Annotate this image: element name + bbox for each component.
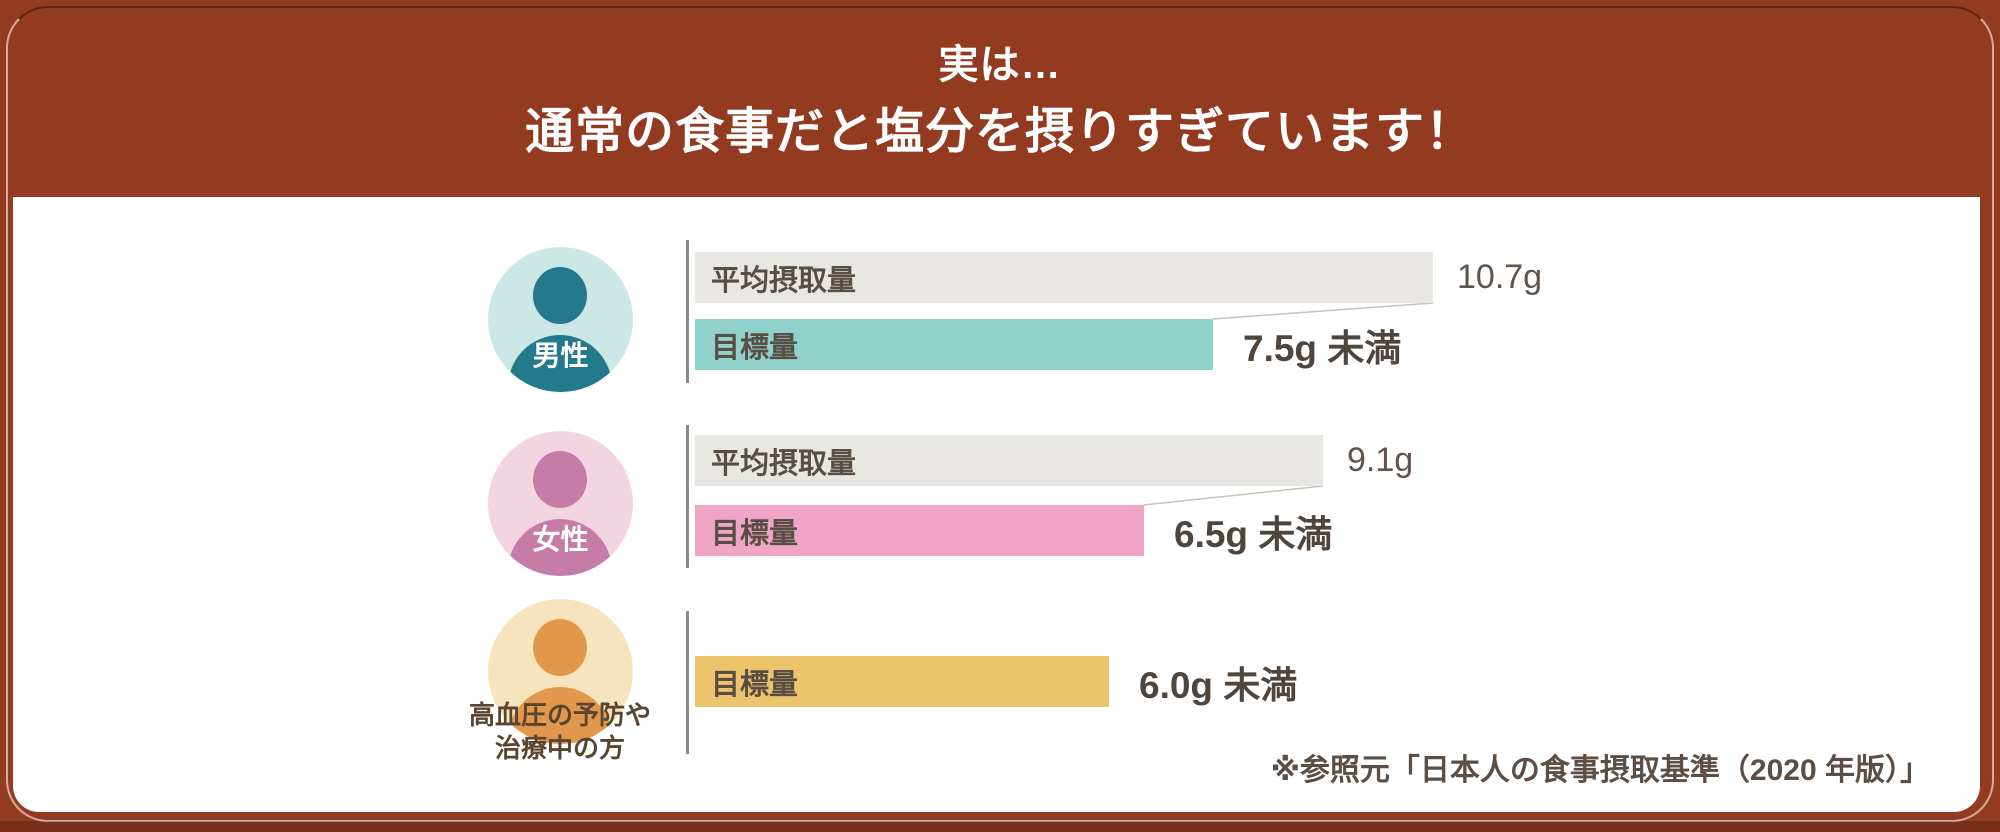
- person-head-icon: [533, 451, 587, 508]
- hypertension-target-bar: 目標量: [695, 656, 1109, 707]
- female-target-bar: 目標量: [695, 505, 1144, 556]
- male-axis-line: [686, 240, 689, 383]
- female-average-row: 平均摂取量 9.1g: [695, 435, 1413, 486]
- hypertension-avatar: [488, 599, 633, 744]
- male-label: 男性: [532, 340, 589, 371]
- person-head-icon: [533, 267, 587, 324]
- female-avatar: 女性: [488, 431, 633, 576]
- hypertension-target-row: 目標量 6.0g 未満: [695, 656, 1297, 707]
- bar-label: 目標量: [711, 517, 799, 550]
- connector-line: [1212, 302, 1434, 320]
- bar-label: 目標量: [711, 331, 799, 364]
- person-head-icon: [533, 619, 587, 676]
- bar-label: 平均摂取量: [711, 447, 857, 480]
- female-target-row: 目標量 6.5g 未満: [695, 505, 1332, 556]
- source-note: ※参照元「日本人の食事摂取基準（2020 年版）」: [1270, 754, 1930, 787]
- female-avatar-circle: 女性: [488, 431, 633, 576]
- connector-line: [1143, 485, 1323, 506]
- male-target-value: 7.5g 未満: [1243, 327, 1402, 369]
- hypertension-label-line2: 治療中の方: [494, 733, 625, 763]
- header-title: 通常の食事だと塩分を摂りすぎています！: [524, 105, 1475, 159]
- male-average-row: 平均摂取量 10.7g: [695, 252, 1542, 303]
- male-average-value: 10.7g: [1457, 258, 1543, 296]
- female-average-bar: 平均摂取量: [695, 435, 1323, 486]
- male-avatar: 男性: [488, 247, 633, 392]
- male-target-bar: 目標量: [695, 319, 1213, 370]
- header-subtitle: 実は…: [938, 43, 1062, 87]
- hypertension-label-line1: 高血圧の予防や: [468, 700, 651, 730]
- hypertension-avatar-circle: [488, 599, 633, 744]
- male-average-bar: 平均摂取量: [695, 252, 1433, 303]
- female-label: 女性: [532, 524, 589, 555]
- female-target-value: 6.5g 未満: [1174, 513, 1333, 555]
- hypertension-target-value: 6.0g 未満: [1139, 664, 1298, 706]
- bar-label: 平均摂取量: [711, 264, 857, 297]
- hypertension-label: 高血圧の予防や 治療中の方: [410, 699, 710, 765]
- male-target-row: 目標量 7.5g 未満: [695, 319, 1401, 370]
- hypertension-axis-line: [686, 611, 689, 754]
- female-average-value: 9.1g: [1347, 441, 1414, 479]
- female-axis-line: [686, 425, 689, 568]
- male-avatar-circle: 男性: [488, 247, 633, 392]
- bar-label: 目標量: [711, 668, 799, 701]
